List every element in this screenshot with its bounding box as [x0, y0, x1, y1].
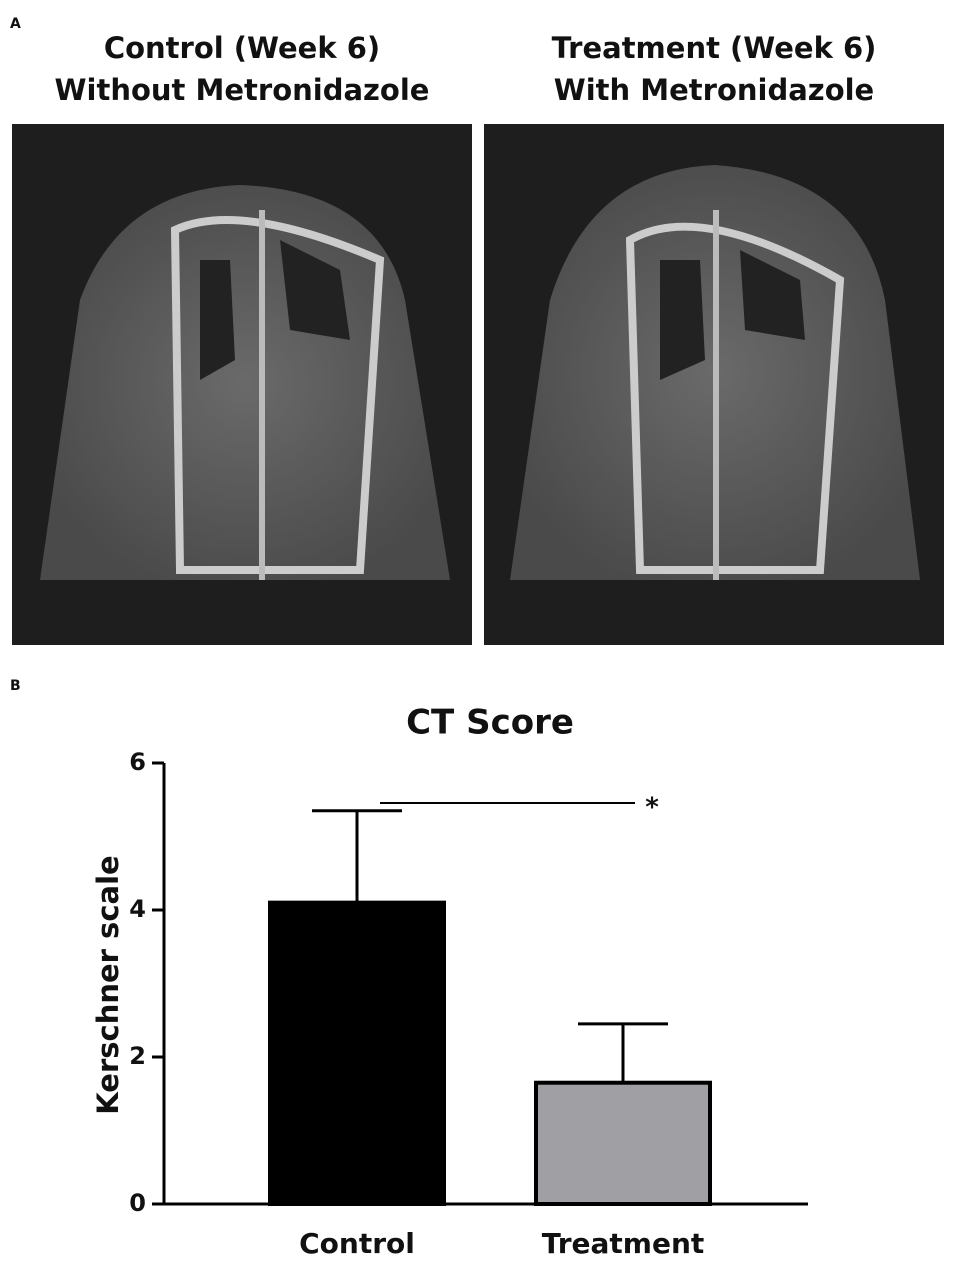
- y-tick-label: 6: [129, 748, 146, 776]
- image-title: Without Metronidazole: [55, 73, 430, 107]
- ct-image: [484, 124, 944, 645]
- image-title: With Metronidazole: [554, 73, 874, 107]
- ct-image: [12, 124, 472, 645]
- panel-label: A: [10, 16, 21, 32]
- x-tick-label: Control: [299, 1227, 415, 1260]
- y-tick-label: 0: [129, 1189, 146, 1217]
- y-tick-label: 2: [129, 1042, 146, 1070]
- significance-marker: *: [645, 793, 659, 823]
- y-tick-label: 4: [129, 895, 146, 923]
- bar: [268, 900, 446, 1207]
- image-title: Control (Week 6): [104, 31, 380, 65]
- panel-label: B: [10, 678, 21, 694]
- bar: [534, 1080, 712, 1206]
- image-title: Treatment (Week 6): [552, 31, 877, 65]
- chart-title: CT Score: [406, 703, 574, 743]
- y-axis-label: Kerschner scale: [91, 855, 125, 1114]
- x-tick-label: Treatment: [542, 1227, 705, 1260]
